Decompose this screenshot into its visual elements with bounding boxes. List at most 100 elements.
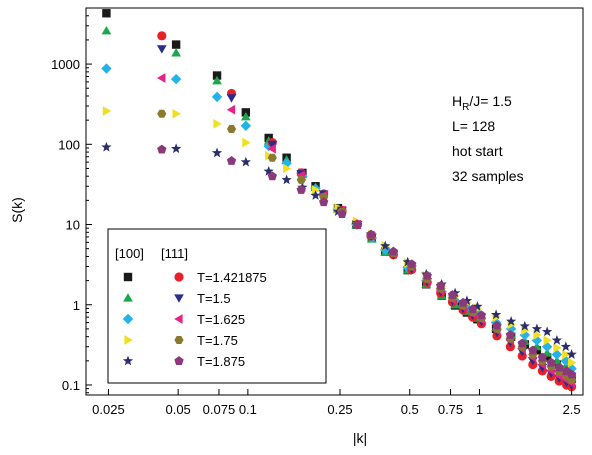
data-point-s4-0 <box>101 141 112 152</box>
legend-marker-111-0 <box>174 272 184 282</box>
annotation-h-rest: /J= 1.5 <box>469 93 512 109</box>
data-point-s3-22 <box>543 335 552 346</box>
legend: [100] [111] T=1.421875 T=1.5 T=1.625 T=1.75… <box>107 228 327 384</box>
data-point-s4-1 <box>170 143 182 154</box>
y-tick-label: 100 <box>58 137 80 152</box>
legend-header-100: [100] <box>115 246 144 261</box>
data-point-s9-4 <box>319 197 329 207</box>
data-point-s9-21 <box>546 357 556 367</box>
annotation-line-l: L= 128 <box>452 118 495 134</box>
data-point-s2-1 <box>170 73 182 85</box>
data-point-s9-20 <box>537 352 548 362</box>
data-point-s6-0 <box>156 45 167 54</box>
legend-label: T=1.875 <box>197 354 245 369</box>
data-point-s4-4 <box>263 165 274 176</box>
data-point-s9-7 <box>366 229 376 239</box>
x-tick-label: 0.25 <box>327 402 352 417</box>
legend-marker-111-1 <box>174 294 184 303</box>
data-point-s4-20 <box>519 320 530 331</box>
data-point-s6-2 <box>267 140 278 150</box>
legend-marker-100-2 <box>122 313 134 325</box>
data-point-s4-25 <box>566 349 577 359</box>
data-point-s9-3 <box>296 185 306 194</box>
y-tick-label: 1000 <box>51 57 80 72</box>
annotation-h: H <box>452 93 462 109</box>
legend-marker-100-3 <box>124 335 133 345</box>
data-point-s2-0 <box>101 63 112 74</box>
data-point-s4-24 <box>560 341 571 352</box>
legend-header-111: [111] <box>161 246 188 261</box>
data-point-s3-23 <box>553 343 562 353</box>
data-point-s9-13 <box>458 297 468 307</box>
data-point-s9-1 <box>226 156 237 165</box>
data-point-s3-24 <box>562 349 571 360</box>
data-point-s2-3 <box>240 120 252 132</box>
data-point-s9-8 <box>388 246 399 256</box>
data-point-s7-2 <box>267 143 276 154</box>
x-tick-label: 0.025 <box>92 402 125 417</box>
data-point-s8-0 <box>157 109 167 118</box>
x-tick-label: 0.075 <box>203 402 236 417</box>
data-point-s3-1 <box>172 108 181 119</box>
legend-marker-111-2 <box>174 314 183 324</box>
data-point-s9-16 <box>492 320 502 330</box>
data-point-s3-0 <box>102 106 112 116</box>
x-tick-label: 0.1 <box>239 402 257 417</box>
annotation-line-start: hot start <box>452 143 503 159</box>
legend-rows: T=1.421875 T=1.5 T=1.625 T=1.75 T=1.875 <box>122 270 267 369</box>
data-point-s8-2 <box>267 153 277 162</box>
data-point-s4-17 <box>472 301 483 311</box>
data-point-s9-19 <box>528 345 538 355</box>
y-axis-label: S(k) <box>9 197 25 223</box>
legend-marker-100-1 <box>123 293 133 302</box>
data-point-s4-2 <box>211 147 223 158</box>
data-point-s9-11 <box>436 280 446 290</box>
data-point-s1-2 <box>212 75 222 85</box>
x-axis-label: |k| <box>353 430 367 446</box>
data-point-s3-21 <box>533 330 542 340</box>
data-point-s9-12 <box>447 290 458 300</box>
data-point-s9-17 <box>505 330 516 339</box>
plot-frame <box>85 7 584 396</box>
data-point-s9-24 <box>566 369 577 379</box>
data-point-s9-15 <box>476 310 487 320</box>
data-point-s8-3 <box>296 175 306 184</box>
data-point-s2-4 <box>263 140 274 152</box>
legend-marker-100-4 <box>122 355 134 366</box>
data-point-s3-5 <box>283 163 292 174</box>
data-marks <box>101 9 577 392</box>
x-tick-label: 2.5 <box>563 402 581 417</box>
data-point-s3-3 <box>242 137 251 148</box>
data-point-s2-23 <box>551 349 563 360</box>
data-point-s3-25 <box>568 357 577 368</box>
y-tick-label: 0.1 <box>62 378 80 393</box>
data-point-s9-5 <box>337 209 347 219</box>
annotation-box: HR/J= 1.5 L= 128 hot start 32 samples <box>452 93 524 184</box>
legend-box <box>107 228 327 384</box>
legend-label: T=1.5 <box>197 291 231 306</box>
data-point-s9-10 <box>422 270 432 280</box>
annotation-h-subscript: R <box>462 102 469 113</box>
data-point-s0-0 <box>102 9 111 18</box>
data-point-s9-9 <box>407 259 417 269</box>
data-point-s0-1 <box>171 40 181 49</box>
data-point-s4-23 <box>551 334 563 345</box>
y-tick-label: 1 <box>73 298 80 313</box>
data-point-s6-1 <box>226 94 237 103</box>
data-point-s4-21 <box>531 323 543 334</box>
data-point-s1-1 <box>171 48 181 57</box>
annotation-line-h: HR/J= 1.5 <box>452 93 512 113</box>
data-point-s4-16 <box>461 295 473 306</box>
data-point-s9-22 <box>554 362 564 372</box>
data-point-s5-0 <box>157 31 167 41</box>
legend-label: T=1.421875 <box>197 270 267 285</box>
axes: 0.025 0.05 0.075 0.1 0.25 0.5 0.75 1 2.50.111010… <box>51 7 581 417</box>
data-point-s4-11 <box>380 240 391 251</box>
data-point-s4-12 <box>402 256 413 267</box>
data-point-s3-7 <box>311 185 321 195</box>
data-point-s0-22 <box>542 353 552 362</box>
x-tick-label: 0.5 <box>401 402 419 417</box>
data-point-s2-2 <box>211 91 223 103</box>
data-point-s4-5 <box>281 174 292 185</box>
legend-label: T=1.75 <box>197 333 238 348</box>
